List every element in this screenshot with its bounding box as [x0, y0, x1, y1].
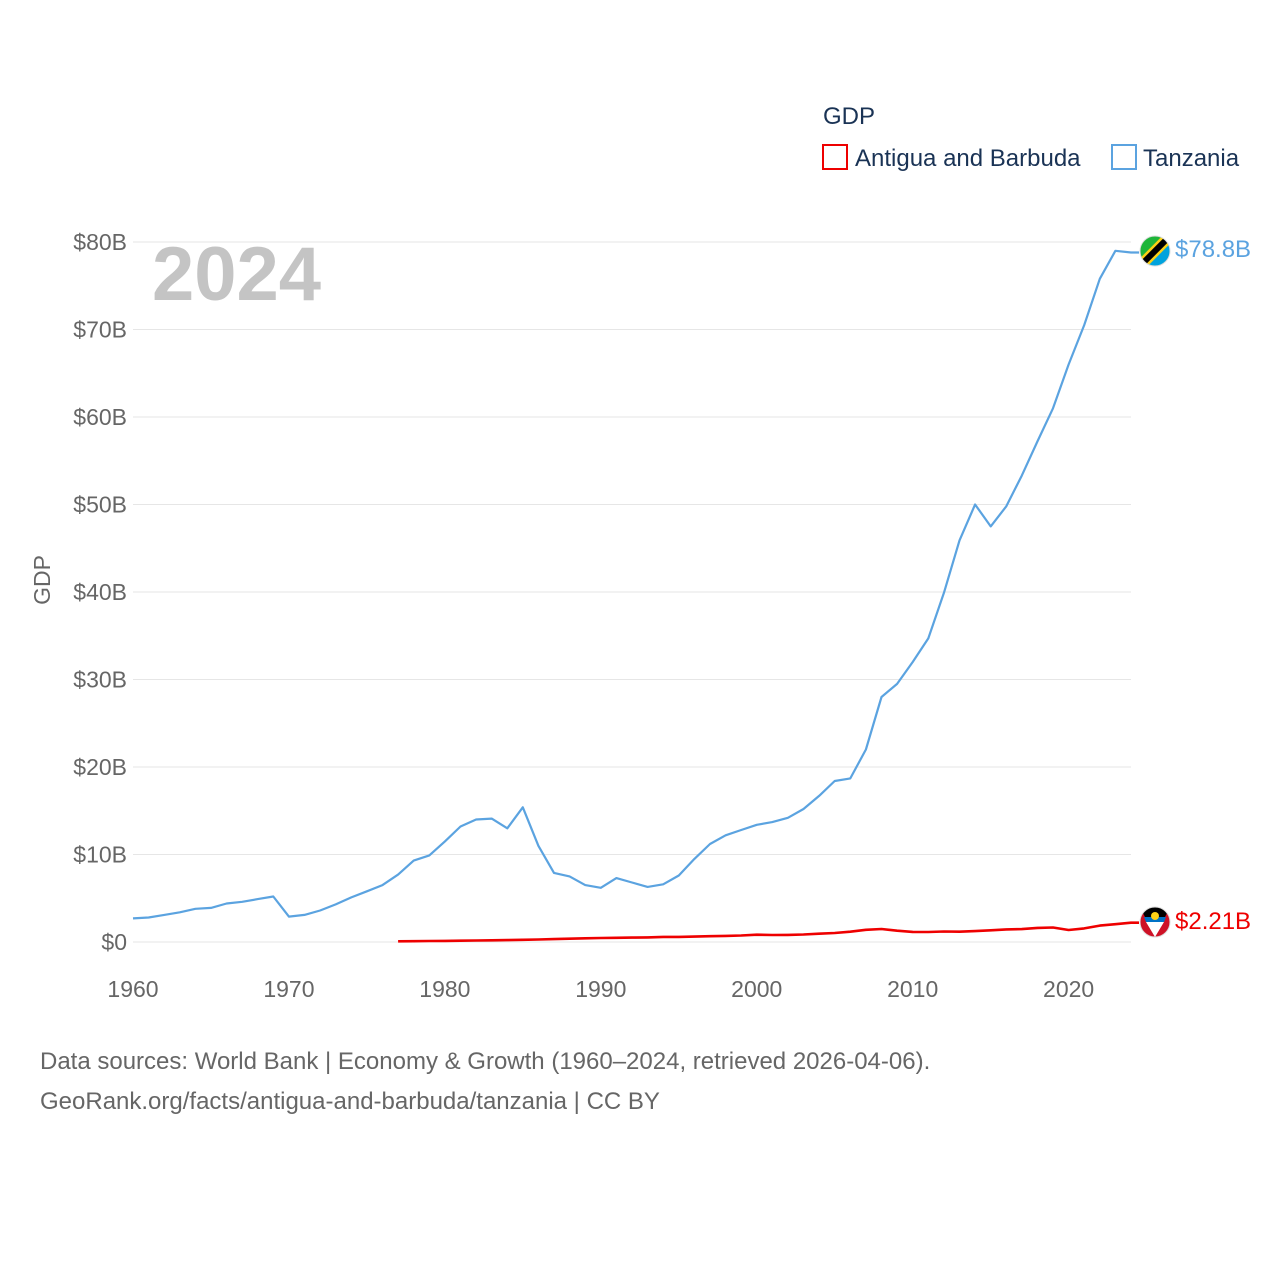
- tanzania-flag-icon: [1139, 235, 1171, 267]
- y-tick-label: $40B: [73, 579, 127, 605]
- x-axis-ticks: 1960 1970 1980 1990 2000 2010 2020: [107, 976, 1094, 1002]
- source-line-1: Data sources: World Bank | Economy & Gro…: [40, 1048, 931, 1075]
- legend-swatch-tanzania: [1111, 144, 1137, 170]
- series-line-antigua-and-barbuda: [398, 921, 1139, 943]
- tanzania-end-value: $78.8B: [1175, 236, 1251, 263]
- y-tick-label: $10B: [73, 842, 127, 868]
- y-tick-label: $60B: [73, 404, 127, 430]
- y-axis-label: GDP: [29, 555, 55, 605]
- antigua-and-barbuda-flag-icon: [1139, 906, 1171, 938]
- legend-title: GDP: [823, 103, 875, 130]
- y-tick-label: $50B: [73, 492, 127, 518]
- legend-swatch-antigua-and-barbuda: [822, 144, 848, 170]
- x-tick-label: 1970: [263, 976, 314, 1002]
- y-tick-label: $20B: [73, 754, 127, 780]
- source-line-2[interactable]: GeoRank.org/facts/antigua-and-barbuda/ta…: [40, 1088, 660, 1115]
- y-axis-ticks: $0 $10B $20B $30B $40B $50B $60B $70B $80B: [73, 229, 127, 955]
- x-tick-label: 2010: [887, 976, 938, 1002]
- source-note: Data sources: World Bank | Economy & Gro…: [40, 1042, 930, 1122]
- x-tick-label: 2000: [731, 976, 782, 1002]
- legend-label-tanzania: Tanzania: [1143, 145, 1240, 172]
- gridlines: [133, 241, 1131, 943]
- legend: GDP Antigua and Barbuda Tanzania: [822, 103, 1240, 172]
- x-tick-label: 2020: [1043, 976, 1094, 1002]
- y-tick-label: $70B: [73, 317, 127, 343]
- series-lines: [132, 249, 1139, 943]
- year-label: 2024: [152, 232, 321, 317]
- x-tick-label: 1990: [575, 976, 626, 1002]
- series-line-tanzania: [132, 249, 1139, 920]
- legend-item-antigua-and-barbuda[interactable]: Antigua and Barbuda: [822, 144, 1081, 172]
- y-tick-label: $0: [101, 929, 127, 955]
- legend-item-tanzania[interactable]: Tanzania: [1111, 144, 1240, 172]
- x-tick-label: 1980: [419, 976, 470, 1002]
- y-tick-label: $80B: [73, 229, 127, 255]
- y-tick-label: $30B: [73, 667, 127, 693]
- x-tick-label: 1960: [107, 976, 158, 1002]
- antigua-and-barbuda-end-value: $2.21B: [1175, 908, 1251, 935]
- legend-label-antigua-and-barbuda: Antigua and Barbuda: [855, 145, 1081, 172]
